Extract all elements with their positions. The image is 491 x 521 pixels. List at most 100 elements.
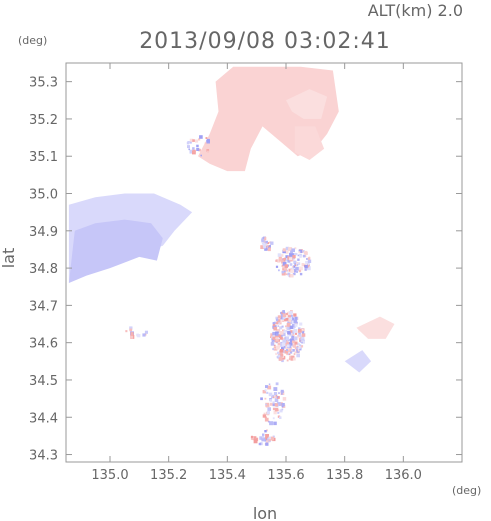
echo-pixel	[294, 323, 298, 327]
echo-pixel	[292, 327, 295, 329]
data-layer	[68, 66, 395, 446]
echo-pixel	[277, 325, 280, 327]
echo-pixel	[281, 347, 285, 351]
echo-pixel	[275, 265, 279, 268]
echo-pixel	[290, 357, 294, 361]
x-tick-label: 135.4	[209, 468, 246, 483]
echo-pixel	[296, 342, 300, 346]
echo-pixel	[129, 328, 133, 332]
echo-pixel	[279, 320, 282, 323]
echo-pixel	[285, 312, 288, 316]
echo-pixel	[277, 411, 280, 414]
echo-pixel	[206, 150, 209, 153]
echo-pixel	[306, 258, 308, 260]
echo-pixel	[259, 442, 263, 446]
echo-pixel	[264, 430, 267, 433]
echo-pixel	[296, 353, 300, 358]
echo-pixel	[304, 264, 308, 269]
echo-pixel	[270, 436, 275, 441]
echo-pixel	[259, 436, 263, 440]
echo-pixel	[293, 313, 297, 317]
echo-pixel	[294, 351, 297, 353]
echo-pixel	[195, 139, 199, 143]
echo-pixel	[253, 439, 258, 444]
echo-pixel	[295, 252, 298, 256]
echo-pixel	[275, 322, 278, 325]
echo-pixel	[287, 272, 291, 276]
y-tick-label: 34.8	[29, 262, 58, 277]
echo-pixel	[276, 402, 281, 406]
echo-pixel	[301, 340, 305, 344]
echo-region-4	[68, 219, 163, 283]
echo-pixel	[286, 341, 289, 345]
echo-pixel	[287, 314, 291, 318]
echo-pixel	[272, 331, 277, 336]
echo-pixel	[287, 338, 291, 342]
echo-pixel	[277, 315, 282, 319]
echo-pixel	[301, 341, 303, 344]
echo-pixel	[293, 329, 298, 333]
echo-pixel	[252, 436, 257, 441]
echo-pixel	[292, 334, 295, 336]
echo-pixel	[307, 263, 310, 266]
echo-pixel	[272, 403, 276, 407]
echo-pixel	[275, 259, 278, 262]
echo-pixel	[288, 316, 293, 320]
echo-pixel	[300, 345, 304, 348]
x-tick-label: 136.0	[385, 468, 422, 483]
echo-pixel	[290, 355, 295, 360]
echo-pixel	[305, 261, 309, 265]
echo-pixel	[273, 411, 277, 415]
echo-pixel	[282, 265, 285, 269]
echo-pixel	[295, 266, 299, 271]
echo-pixel	[283, 268, 288, 272]
echo-pixel	[279, 349, 284, 353]
y-tick-label: 34.9	[29, 225, 58, 240]
echo-pixel	[296, 349, 298, 351]
echo-pixel	[206, 149, 210, 152]
echo-pixel	[297, 262, 301, 265]
echo-pixel	[278, 257, 283, 262]
echo-pixel	[285, 336, 289, 341]
echo-pixel	[294, 263, 296, 265]
echo-pixel	[291, 248, 295, 253]
echo-pixel	[262, 436, 265, 439]
echo-pixel	[281, 270, 285, 274]
echo-pixel	[282, 313, 287, 318]
y-tick-label: 34.7	[29, 299, 58, 314]
echo-pixel	[268, 383, 271, 385]
echo-pixel	[293, 268, 298, 273]
echo-pixel	[285, 339, 288, 342]
echo-pixel	[275, 338, 279, 342]
echo-pixel	[289, 263, 293, 266]
echo-pixel	[277, 354, 281, 358]
echo-pixel	[282, 316, 286, 319]
echo-pixel	[294, 341, 298, 345]
echo-pixel	[273, 387, 278, 391]
echo-pixel	[278, 269, 280, 272]
echo-pixel	[288, 247, 293, 252]
echo-pixel	[274, 321, 277, 325]
x-axis-label: lon	[253, 504, 277, 521]
echo-pixel	[265, 403, 267, 406]
echo-pixel	[293, 339, 296, 342]
echo-pixel	[281, 325, 284, 328]
echo-pixel	[272, 435, 275, 438]
echo-pixel	[281, 272, 285, 276]
echo-pixel	[297, 329, 302, 333]
echo-pixel	[261, 437, 266, 442]
echo-pixel	[289, 320, 293, 324]
echo-pixel	[299, 255, 302, 258]
echo-pixel	[268, 436, 271, 440]
echo-pixel	[282, 320, 284, 322]
echo-pixel	[296, 264, 299, 266]
echo-pixel	[298, 337, 301, 340]
echo-pixel	[270, 342, 275, 346]
echo-pixel	[291, 349, 293, 351]
y-tick-label: 35.1	[29, 150, 58, 165]
echo-pixel	[307, 259, 312, 263]
echo-pixel	[301, 333, 306, 337]
echo-pixel	[284, 318, 287, 322]
echo-pixel	[274, 398, 279, 402]
